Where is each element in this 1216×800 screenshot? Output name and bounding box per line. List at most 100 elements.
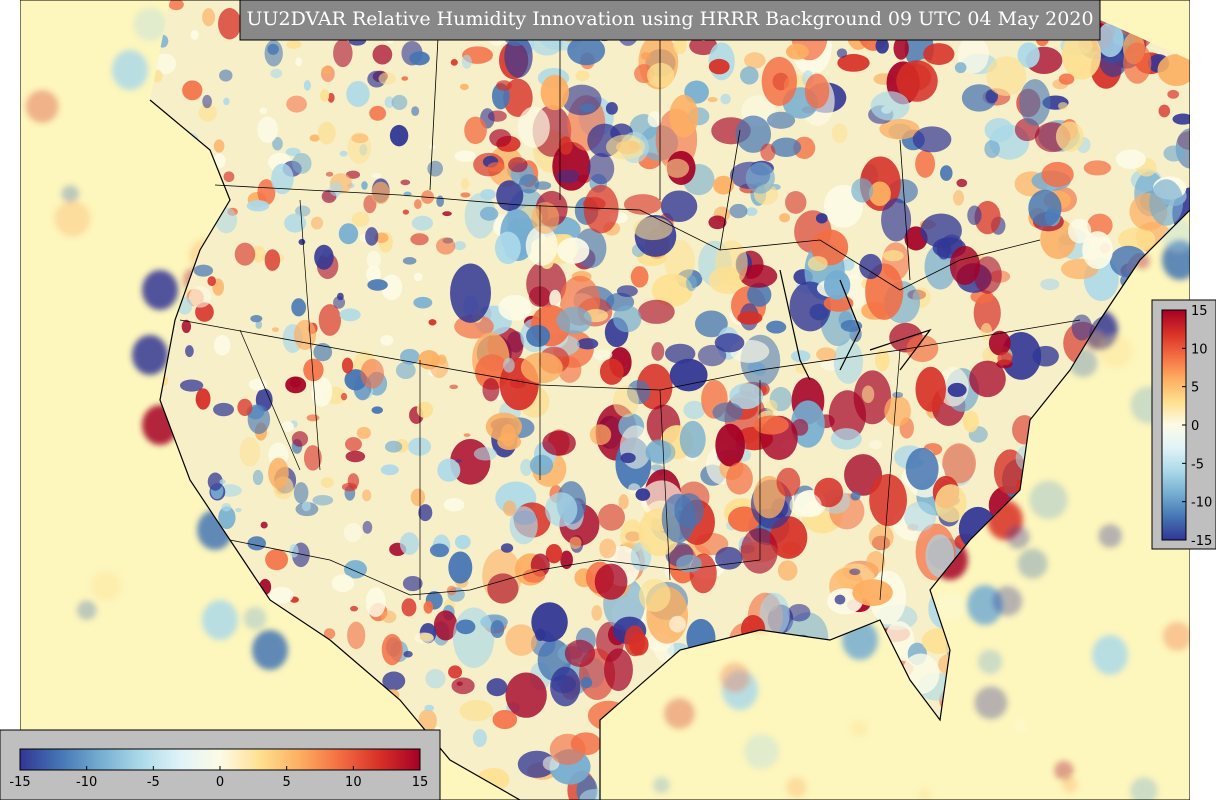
anomaly bbox=[892, 391, 904, 398]
anomaly bbox=[295, 205, 311, 217]
tick-label: 5 bbox=[1191, 381, 1199, 396]
title-background bbox=[239, 0, 1101, 41]
anomaly bbox=[346, 80, 370, 107]
anomaly bbox=[526, 325, 551, 347]
anomaly bbox=[133, 7, 167, 42]
anomaly bbox=[452, 607, 495, 668]
anomaly bbox=[744, 52, 766, 69]
anomaly bbox=[247, 536, 266, 551]
anomaly bbox=[371, 406, 383, 414]
anomaly bbox=[235, 507, 242, 513]
anomaly bbox=[997, 351, 1013, 366]
anomaly bbox=[333, 39, 353, 68]
anomaly bbox=[647, 62, 675, 88]
anomaly bbox=[712, 402, 743, 423]
anomaly bbox=[985, 89, 999, 104]
anomaly bbox=[923, 43, 955, 66]
anomaly bbox=[549, 733, 586, 765]
anomaly bbox=[594, 563, 628, 600]
state-line bbox=[179, 319, 1081, 391]
anomaly bbox=[567, 36, 606, 66]
anomaly bbox=[433, 610, 458, 641]
anomaly bbox=[446, 585, 457, 596]
anomaly bbox=[314, 244, 334, 270]
anomaly bbox=[303, 358, 324, 382]
anomaly bbox=[866, 550, 886, 574]
anomaly bbox=[765, 399, 778, 413]
anomaly bbox=[747, 282, 772, 307]
anomaly bbox=[616, 285, 638, 297]
anomaly bbox=[647, 110, 662, 128]
anomaly bbox=[833, 339, 864, 384]
anomaly bbox=[720, 93, 731, 105]
anomaly bbox=[449, 384, 459, 390]
anomaly bbox=[1055, 121, 1084, 152]
anomaly bbox=[251, 245, 266, 263]
anomaly bbox=[673, 36, 687, 55]
anomaly bbox=[378, 72, 396, 85]
anomaly bbox=[525, 225, 558, 266]
anomaly bbox=[1098, 334, 1133, 368]
anomaly bbox=[789, 492, 822, 518]
anomaly bbox=[329, 181, 343, 197]
anomaly bbox=[770, 137, 802, 157]
anomaly bbox=[545, 543, 563, 564]
anomaly bbox=[531, 602, 568, 643]
anomaly bbox=[605, 134, 646, 160]
anomaly bbox=[331, 574, 355, 593]
anomaly bbox=[456, 681, 463, 686]
anomaly bbox=[221, 502, 232, 512]
anomaly bbox=[298, 238, 306, 246]
anomaly bbox=[884, 395, 911, 427]
anomaly bbox=[986, 56, 1027, 97]
anomaly bbox=[459, 699, 494, 722]
anomaly bbox=[953, 190, 965, 206]
anomaly bbox=[384, 96, 395, 109]
anomaly bbox=[429, 543, 449, 558]
anomaly bbox=[635, 488, 651, 501]
anomaly bbox=[487, 162, 505, 173]
anomaly bbox=[942, 443, 976, 484]
anomaly bbox=[816, 347, 837, 362]
anomaly bbox=[365, 227, 379, 246]
anomaly bbox=[686, 275, 697, 292]
anomaly bbox=[285, 376, 307, 394]
anomaly bbox=[761, 56, 798, 106]
anomaly bbox=[306, 414, 320, 422]
anomaly bbox=[679, 420, 706, 458]
anomaly bbox=[312, 494, 334, 506]
anomaly bbox=[448, 665, 463, 679]
anomaly bbox=[325, 171, 334, 177]
anomaly bbox=[202, 600, 238, 640]
anomaly bbox=[1032, 345, 1059, 367]
anomaly bbox=[1118, 227, 1156, 252]
east-coast bbox=[599, 209, 1190, 800]
anomaly bbox=[351, 211, 370, 227]
anomaly bbox=[317, 121, 336, 145]
anomaly bbox=[849, 568, 861, 576]
anomaly bbox=[508, 157, 528, 173]
anomaly bbox=[272, 136, 283, 151]
anomaly bbox=[814, 477, 844, 508]
anomaly bbox=[411, 215, 434, 231]
anomaly bbox=[480, 189, 496, 200]
anomaly bbox=[286, 95, 307, 113]
anomaly bbox=[363, 195, 377, 214]
anomaly bbox=[1092, 635, 1128, 675]
anomaly bbox=[494, 231, 521, 265]
anomaly bbox=[402, 209, 410, 215]
anomaly bbox=[399, 532, 419, 556]
anomaly bbox=[142, 270, 178, 310]
anomaly bbox=[427, 160, 443, 177]
anomaly bbox=[341, 357, 354, 374]
anomaly bbox=[1041, 161, 1074, 188]
anomaly bbox=[669, 358, 708, 392]
anomaly bbox=[881, 198, 912, 242]
anomaly bbox=[367, 279, 388, 291]
anomaly bbox=[391, 94, 408, 110]
anomaly bbox=[409, 51, 430, 66]
anomaly bbox=[247, 404, 271, 434]
tick-label: -15 bbox=[1191, 534, 1212, 549]
anomaly bbox=[522, 568, 546, 583]
anomaly bbox=[974, 686, 1008, 720]
